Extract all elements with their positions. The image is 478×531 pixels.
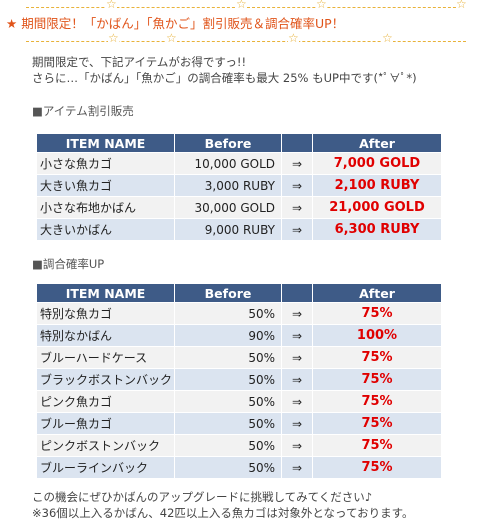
star-icon: ☆ (316, 0, 327, 11)
bottom-star-divider: ☆ ☆ ☆ ☆ (26, 32, 466, 46)
after-value: 75% (312, 456, 442, 479)
arrow-icon: ⇒ (281, 302, 313, 325)
before-value: 50% (174, 390, 282, 413)
arrow-icon: ⇒ (281, 456, 313, 479)
before-value: 10,000 GOLD (174, 152, 282, 175)
arrow-icon: ⇒ (281, 390, 313, 413)
table-row: ブルーハードケース 50% ⇒ 75% (36, 346, 442, 369)
col-before: Before (174, 283, 282, 303)
item-name: ブルーハードケース (36, 346, 175, 369)
after-value: 6,300 RUBY (312, 218, 442, 241)
star-icon: ☆ (382, 31, 393, 45)
footer-text: この機会にぜひかばんのアップグレードに挑戦してみてください♪ ※36個以上入るか… (32, 489, 413, 521)
after-value: 100% (312, 324, 442, 347)
after-value: 75% (312, 434, 442, 457)
item-name: 小さな布地かばん (36, 196, 175, 219)
col-arrow (281, 133, 313, 153)
footer-line-2: ※36個以上入るかばん、42匹以上入る魚カゴは対象外となっております。 (32, 506, 414, 520)
arrow-icon: ⇒ (281, 346, 313, 369)
table-row: 大きいかばん 9,000 RUBY ⇒ 6,300 RUBY (36, 218, 442, 241)
arrow-icon: ⇒ (281, 324, 313, 347)
before-value: 50% (174, 434, 282, 457)
sale-table: ITEM NAME Before After 小さな魚カゴ 10,000 GOL… (36, 133, 442, 241)
before-value: 90% (174, 324, 282, 347)
star-icon: ☆ (106, 0, 117, 11)
arrow-icon: ⇒ (281, 218, 313, 241)
before-value: 50% (174, 346, 282, 369)
item-name: ブラックボストンバック (36, 368, 175, 391)
table-row: ブラックボストンバック 50% ⇒ 75% (36, 368, 442, 391)
table-row: ピンク魚カゴ 50% ⇒ 75% (36, 390, 442, 413)
item-name: 特別なかばん (36, 324, 175, 347)
col-arrow (281, 283, 313, 303)
table-row: ピンクボストンバック 50% ⇒ 75% (36, 434, 442, 457)
intro-line-1: 期間限定で、下記アイテムがお得ですっ!! (32, 55, 247, 69)
table-row: ブルーラインバック 50% ⇒ 75% (36, 456, 442, 479)
item-name: 特別な魚カゴ (36, 302, 175, 325)
star-icon: ☆ (288, 31, 299, 45)
item-name: ブルー魚カゴ (36, 412, 175, 435)
after-value: 75% (312, 302, 442, 325)
rate-table-header: ITEM NAME Before After (36, 283, 442, 303)
top-star-divider: ☆ ☆ ☆ ☆ (26, 0, 467, 12)
before-value: 50% (174, 302, 282, 325)
item-name: 大きいかばん (36, 218, 175, 241)
col-after: After (312, 133, 442, 153)
arrow-icon: ⇒ (281, 174, 313, 197)
star-icon: ☆ (236, 0, 247, 11)
sale-table-header: ITEM NAME Before After (36, 133, 442, 153)
star-icon: ★ (6, 16, 18, 31)
table-row: 小さな魚カゴ 10,000 GOLD ⇒ 7,000 GOLD (36, 152, 442, 175)
before-value: 50% (174, 412, 282, 435)
intro-line-2: さらに…「かばん」「魚かご」の調合確率も最大 25% もUP中です(*ﾟ∀ﾟ*) (32, 71, 417, 85)
after-value: 75% (312, 390, 442, 413)
col-before: Before (174, 133, 282, 153)
table-row: 特別な魚カゴ 50% ⇒ 75% (36, 302, 442, 325)
col-item-name: ITEM NAME (36, 283, 175, 303)
before-value: 30,000 GOLD (174, 196, 282, 219)
item-name: ピンク魚カゴ (36, 390, 175, 413)
rate-table: ITEM NAME Before After 特別な魚カゴ 50% ⇒ 75% … (36, 283, 442, 479)
after-value: 2,100 RUBY (312, 174, 442, 197)
headline: ★ 期間限定！「かばん」「魚かご」割引販売＆調合確率UP！ (6, 14, 472, 34)
before-value: 3,000 RUBY (174, 174, 282, 197)
item-name: ピンクボストンバック (36, 434, 175, 457)
table-row: 特別なかばん 90% ⇒ 100% (36, 324, 442, 347)
arrow-icon: ⇒ (281, 196, 313, 219)
after-value: 21,000 GOLD (312, 196, 442, 219)
table-row: 大きい魚カゴ 3,000 RUBY ⇒ 2,100 RUBY (36, 174, 442, 197)
star-icon: ☆ (108, 31, 119, 45)
item-name: 小さな魚カゴ (36, 152, 175, 175)
col-after: After (312, 283, 442, 303)
intro-text: 期間限定で、下記アイテムがお得ですっ!! さらに…「かばん」「魚かご」の調合確率… (32, 54, 417, 86)
arrow-icon: ⇒ (281, 412, 313, 435)
after-value: 75% (312, 346, 442, 369)
arrow-icon: ⇒ (281, 434, 313, 457)
before-value: 50% (174, 456, 282, 479)
rate-section-label: ■調合確率UP (32, 257, 105, 271)
arrow-icon: ⇒ (281, 368, 313, 391)
after-value: 75% (312, 368, 442, 391)
before-value: 50% (174, 368, 282, 391)
star-icon: ☆ (166, 31, 177, 45)
sale-section-label: ■アイテム割引販売 (32, 104, 134, 118)
after-value: 75% (312, 412, 442, 435)
star-icon: ☆ (456, 0, 467, 11)
arrow-icon: ⇒ (281, 152, 313, 175)
footer-line-1: この機会にぜひかばんのアップグレードに挑戦してみてください♪ (32, 490, 373, 504)
table-row: 小さな布地かばん 30,000 GOLD ⇒ 21,000 GOLD (36, 196, 442, 219)
item-name: 大きい魚カゴ (36, 174, 175, 197)
item-name: ブルーラインバック (36, 456, 175, 479)
before-value: 9,000 RUBY (174, 218, 282, 241)
headline-text: 期間限定！「かばん」「魚かご」割引販売＆調合確率UP！ (21, 16, 345, 31)
after-value: 7,000 GOLD (312, 152, 442, 175)
table-row: ブルー魚カゴ 50% ⇒ 75% (36, 412, 442, 435)
col-item-name: ITEM NAME (36, 133, 175, 153)
